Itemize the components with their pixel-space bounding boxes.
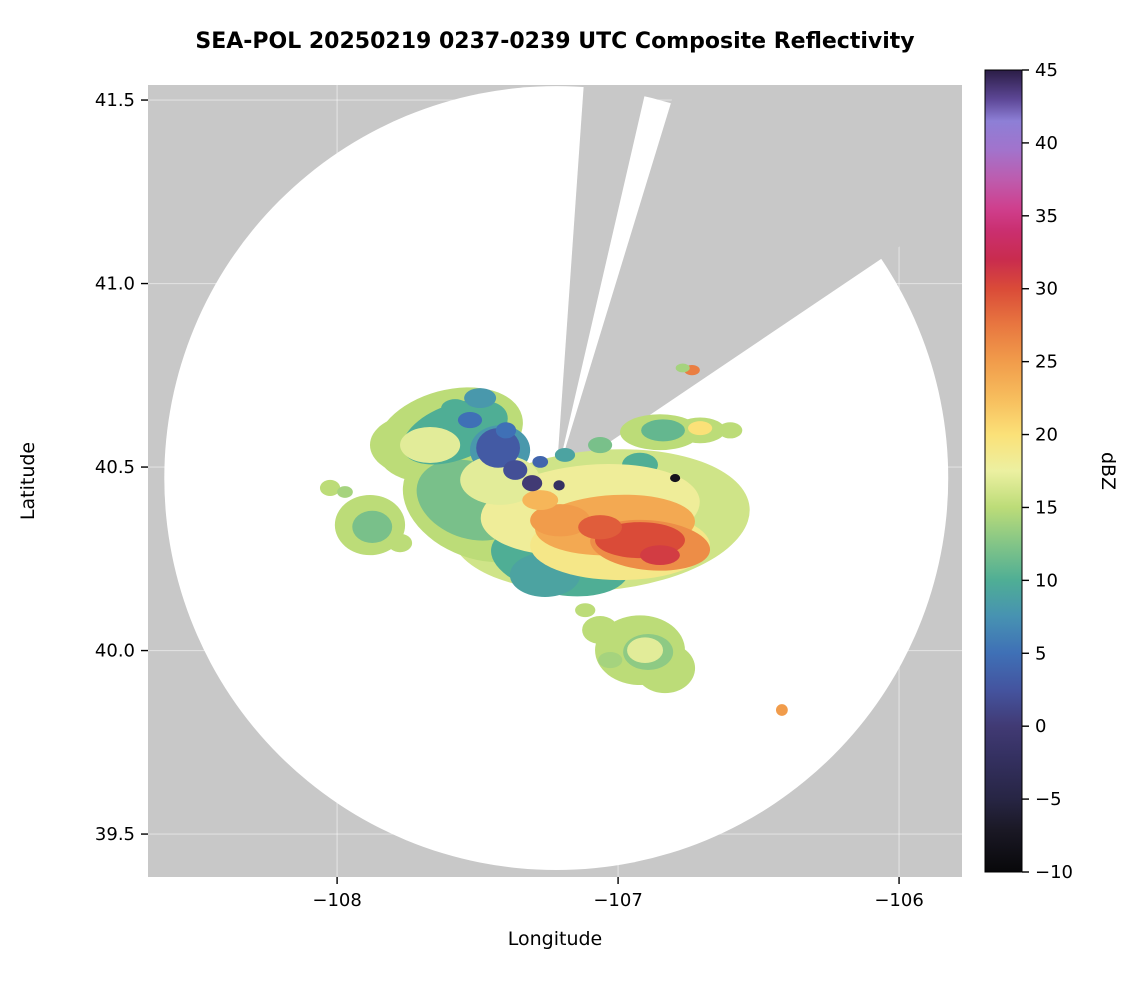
x-tick-label: −108 <box>312 890 361 911</box>
echo-cell <box>441 399 470 418</box>
y-tick-label: 41.0 <box>95 274 135 295</box>
y-tick-label: 39.5 <box>95 824 135 845</box>
echo-cell <box>352 510 393 544</box>
echo-cell <box>400 427 461 464</box>
y-tick-label: 41.5 <box>95 90 135 111</box>
colorbar-label: dBZ <box>1097 452 1119 490</box>
colorbar-tick-label: 30 <box>1035 279 1058 300</box>
chart-title: SEA-POL 20250219 0237-0239 UTC Composite… <box>195 29 914 54</box>
colorbar-tick-label: 45 <box>1035 60 1058 81</box>
echo-cell <box>464 388 497 408</box>
echo-cell <box>319 479 341 497</box>
colorbar-tick-label: 15 <box>1035 497 1058 518</box>
echo-cell <box>503 460 528 480</box>
echo-cell <box>575 603 596 618</box>
colorbar-tick-label: 35 <box>1035 206 1058 227</box>
echo-cell <box>688 421 713 436</box>
echo-cell <box>532 456 549 468</box>
echo-cell <box>495 422 517 439</box>
echo-cell <box>530 504 591 537</box>
colorbar: −10 −5 0 5 10 15 20 25 30 35 40 45 <box>984 60 1073 883</box>
echo-cell <box>670 474 681 483</box>
echo-cell <box>582 616 619 644</box>
echo-cell <box>476 428 521 468</box>
colorbar-tick-label: −5 <box>1035 789 1062 810</box>
y-tick-label: 40.5 <box>95 457 135 478</box>
colorbar-tick-label: 5 <box>1035 643 1046 664</box>
axes: −108 −107 −106 39.5 40.0 40.5 41.0 41.5 <box>95 90 924 911</box>
reflectivity-echoes <box>319 363 788 716</box>
colorbar-tick-label: 10 <box>1035 570 1058 591</box>
echo-cell <box>578 515 623 540</box>
x-tick-label: −107 <box>593 890 642 911</box>
echo-cell <box>337 486 353 498</box>
colorbar-tick-label: 0 <box>1035 716 1046 737</box>
echo-cell <box>387 533 413 553</box>
echo-cell <box>521 475 543 492</box>
echo-cell <box>641 419 685 442</box>
echo-cell <box>627 637 664 664</box>
colorbar-gradient <box>984 69 1023 873</box>
echo-cell <box>554 447 576 462</box>
colorbar-tick-label: 40 <box>1035 133 1058 154</box>
echo-cell <box>639 545 680 566</box>
echo-cell <box>718 422 743 439</box>
echo-cell <box>522 490 559 510</box>
x-axis-label: Longitude <box>508 928 603 950</box>
y-tick-label: 40.0 <box>95 641 135 662</box>
x-tick-label: −106 <box>874 890 923 911</box>
colorbar-tick-label: −10 <box>1035 862 1073 883</box>
echo-cell <box>457 412 483 429</box>
blocked-sector <box>556 85 648 479</box>
colorbar-tick-label: 20 <box>1035 425 1058 446</box>
echo-cell <box>775 704 788 716</box>
blocked-sector <box>556 85 962 479</box>
echo-cell <box>675 363 690 373</box>
echo-cell <box>588 436 613 454</box>
y-axis-label: Latitude <box>17 442 39 520</box>
echo-cell <box>553 480 565 491</box>
colorbar-tick-label: 25 <box>1035 352 1058 373</box>
echo-cell <box>598 652 623 669</box>
plot-area <box>148 85 962 877</box>
